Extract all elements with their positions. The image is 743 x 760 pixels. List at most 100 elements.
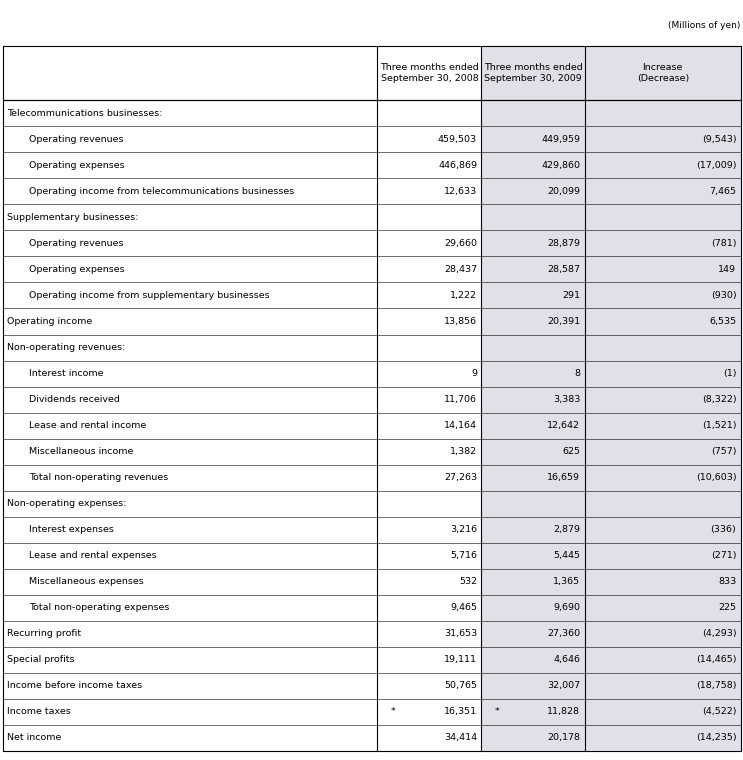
Bar — [481, 517, 585, 543]
Text: (781): (781) — [711, 239, 736, 248]
Text: 3,216: 3,216 — [450, 525, 477, 534]
Text: (17,009): (17,009) — [695, 161, 736, 170]
Bar — [481, 230, 585, 256]
Bar — [481, 283, 585, 309]
Text: (14,235): (14,235) — [695, 733, 736, 743]
Bar — [481, 439, 585, 464]
Text: 9,690: 9,690 — [554, 603, 580, 613]
Text: Interest income: Interest income — [29, 369, 103, 378]
Text: 27,263: 27,263 — [444, 473, 477, 482]
Text: 11,706: 11,706 — [444, 395, 477, 404]
Text: (930): (930) — [711, 291, 736, 300]
Text: 9: 9 — [471, 369, 477, 378]
Text: 13,856: 13,856 — [444, 317, 477, 326]
Text: Special profits: Special profits — [7, 655, 74, 664]
Text: (336): (336) — [710, 525, 736, 534]
Bar — [481, 152, 585, 179]
Text: Total non-operating expenses: Total non-operating expenses — [29, 603, 169, 613]
Bar — [585, 230, 741, 256]
Bar — [585, 464, 741, 491]
Text: 459,503: 459,503 — [438, 135, 477, 144]
Text: 446,869: 446,869 — [438, 161, 477, 170]
Text: 12,642: 12,642 — [548, 421, 580, 430]
Text: Operating revenues: Operating revenues — [29, 135, 123, 144]
Text: 28,587: 28,587 — [548, 265, 580, 274]
Text: Operating income from telecommunications businesses: Operating income from telecommunications… — [29, 187, 294, 196]
Bar — [585, 673, 741, 699]
Text: 4,646: 4,646 — [554, 655, 580, 664]
Text: (757): (757) — [711, 447, 736, 456]
Text: Income taxes: Income taxes — [7, 708, 71, 717]
Text: 3,383: 3,383 — [553, 395, 580, 404]
Text: 7,465: 7,465 — [710, 187, 736, 196]
Text: Income before income taxes: Income before income taxes — [7, 681, 142, 690]
Bar — [481, 491, 585, 517]
Text: Supplementary businesses:: Supplementary businesses: — [7, 213, 138, 222]
Text: 6,535: 6,535 — [709, 317, 736, 326]
Bar — [481, 387, 585, 413]
Text: 2,879: 2,879 — [554, 525, 580, 534]
Text: 28,437: 28,437 — [444, 265, 477, 274]
Text: Non-operating revenues:: Non-operating revenues: — [7, 343, 125, 352]
Text: 28,879: 28,879 — [548, 239, 580, 248]
Text: Dividends received: Dividends received — [29, 395, 120, 404]
Text: 1,382: 1,382 — [450, 447, 477, 456]
Text: (4,522): (4,522) — [702, 708, 736, 717]
Bar — [585, 439, 741, 464]
Bar — [585, 204, 741, 230]
Text: (10,603): (10,603) — [695, 473, 736, 482]
Bar — [585, 334, 741, 360]
Bar — [481, 204, 585, 230]
Bar — [585, 46, 741, 100]
Bar — [481, 568, 585, 595]
Bar — [481, 334, 585, 360]
Text: 16,659: 16,659 — [548, 473, 580, 482]
Bar — [585, 543, 741, 568]
Text: (271): (271) — [711, 551, 736, 560]
Bar — [481, 179, 585, 204]
Bar — [481, 309, 585, 334]
Text: 833: 833 — [718, 578, 736, 586]
Bar — [585, 179, 741, 204]
Bar — [585, 413, 741, 439]
Bar — [481, 360, 585, 387]
Text: Lease and rental expenses: Lease and rental expenses — [29, 551, 157, 560]
Bar — [481, 543, 585, 568]
Text: 225: 225 — [718, 603, 736, 613]
Bar — [585, 152, 741, 179]
Text: *: * — [495, 708, 499, 717]
Text: 5,716: 5,716 — [450, 551, 477, 560]
Text: Three months ended
September 30, 2009: Three months ended September 30, 2009 — [484, 62, 583, 84]
Text: 32,007: 32,007 — [547, 681, 580, 690]
Text: Lease and rental income: Lease and rental income — [29, 421, 146, 430]
Text: (14,465): (14,465) — [695, 655, 736, 664]
Text: 31,653: 31,653 — [444, 629, 477, 638]
Bar — [585, 699, 741, 725]
Text: (4,293): (4,293) — [701, 629, 736, 638]
Bar — [481, 256, 585, 283]
Bar — [585, 621, 741, 647]
Text: 429,860: 429,860 — [542, 161, 580, 170]
Text: Interest expenses: Interest expenses — [29, 525, 114, 534]
Text: Miscellaneous expenses: Miscellaneous expenses — [29, 578, 143, 586]
Text: 532: 532 — [459, 578, 477, 586]
Text: Operating revenues: Operating revenues — [29, 239, 123, 248]
Bar — [585, 387, 741, 413]
Text: Non-operating expenses:: Non-operating expenses: — [7, 499, 126, 508]
Bar — [585, 491, 741, 517]
Bar — [481, 673, 585, 699]
Text: 20,178: 20,178 — [548, 733, 580, 743]
Text: 8: 8 — [574, 369, 580, 378]
Bar — [585, 309, 741, 334]
Text: (1,521): (1,521) — [702, 421, 736, 430]
Bar — [585, 647, 741, 673]
Text: (Millions of yen): (Millions of yen) — [669, 21, 741, 30]
Text: 50,765: 50,765 — [444, 681, 477, 690]
Text: Net income: Net income — [7, 733, 61, 743]
Bar — [585, 256, 741, 283]
Text: 34,414: 34,414 — [444, 733, 477, 743]
Text: (9,543): (9,543) — [701, 135, 736, 144]
Text: Operating expenses: Operating expenses — [29, 161, 125, 170]
Text: 16,351: 16,351 — [444, 708, 477, 717]
Bar — [585, 283, 741, 309]
